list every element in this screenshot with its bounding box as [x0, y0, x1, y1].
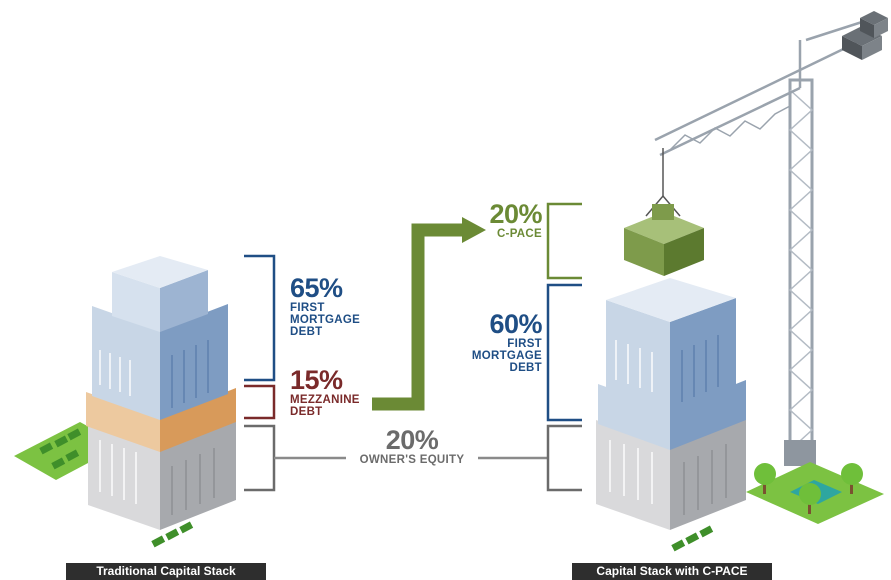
- mezzanine-percent: 15%: [290, 365, 343, 395]
- bracket-equity-left: [244, 424, 276, 492]
- mezzanine-line2: DEBT: [290, 406, 323, 419]
- right-building: [596, 278, 746, 530]
- first-mortgage-traditional-line3: DEBT: [290, 326, 323, 339]
- owners-equity-percent: 20%: [385, 425, 439, 455]
- caption-traditional: Traditional Capital Stack: [66, 563, 266, 580]
- first-mortgage-cpace-line1: FIRST: [507, 338, 542, 351]
- bracket-first-mortgage-traditional: [244, 254, 276, 382]
- replaced-by-label: REPLACED BY: [423, 296, 433, 372]
- first-mortgage-cpace-percent: 60%: [489, 309, 542, 339]
- bracket-cpace: [546, 202, 582, 280]
- bracket-equity-right: [546, 424, 582, 492]
- first-mortgage-cpace-line2: MORTGAGE: [471, 350, 542, 363]
- replaced-by-arrow: [372, 217, 486, 411]
- cpace-block: [624, 204, 704, 276]
- right-hedges: [671, 525, 714, 552]
- first-mortgage-cpace-line3: DEBT: [509, 362, 542, 375]
- left-brackets: [244, 254, 276, 492]
- right-park: [746, 462, 884, 524]
- left-hedges: [151, 521, 194, 548]
- first-mortgage-traditional-percent: 65%: [290, 273, 343, 303]
- right-brackets: [546, 202, 582, 492]
- label-first-mortgage-traditional: 65% FIRST MORTGAGE DEBT: [290, 274, 360, 339]
- label-mezzanine: 15% MEZZANINE DEBT: [290, 365, 360, 419]
- mezzanine-line1: MEZZANINE: [290, 394, 360, 407]
- label-owners-equity: 20% OWNER'S EQUITY: [346, 425, 478, 467]
- bracket-mezzanine: [244, 384, 276, 420]
- owners-equity-line1: OWNER'S EQUITY: [359, 454, 465, 467]
- first-mortgage-traditional-line1: FIRST: [290, 302, 325, 315]
- first-mortgage-traditional-line2: MORTGAGE: [290, 314, 361, 327]
- label-cpace: 20% C-PACE: [470, 199, 542, 241]
- bracket-first-mortgage-cpace: [546, 283, 582, 422]
- left-building: [86, 256, 236, 530]
- cpace-percent: 20%: [489, 199, 542, 229]
- label-first-mortgage-cpace: 60% FIRST MORTGAGE DEBT: [452, 309, 543, 375]
- cpace-line1: C-PACE: [496, 228, 542, 241]
- crane: [645, 11, 888, 466]
- caption-cpace: Capital Stack with C-PACE: [572, 563, 772, 580]
